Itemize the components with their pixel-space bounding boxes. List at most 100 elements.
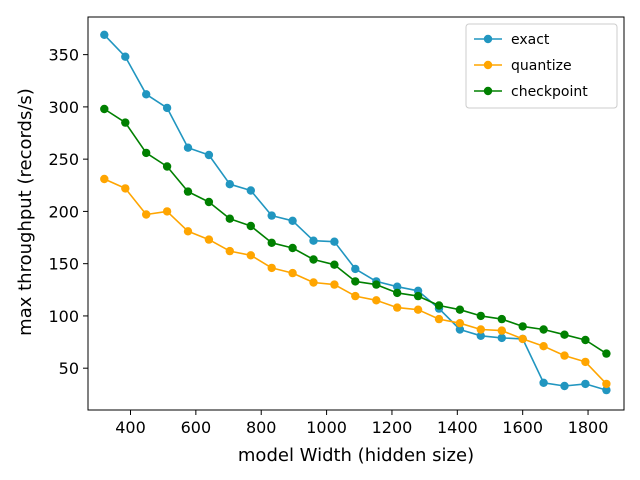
data-point-exact [581,379,590,389]
series-checkpoint [100,104,611,358]
data-point-exact [497,333,506,343]
data-point-checkpoint [309,255,318,264]
data-point-quantize [560,351,569,360]
plot-area [100,30,611,395]
legend-box [465,23,618,109]
data-point-quantize [476,325,485,334]
data-point-checkpoint [330,260,339,269]
data-point-exact [267,211,276,220]
legend-swatch-marker [483,86,493,96]
data-point-quantize [455,319,465,328]
x-tick-label: 800 [246,418,277,437]
data-point-exact [455,325,465,334]
data-point-exact [246,186,255,195]
data-point-quantize [434,314,444,324]
data-point-checkpoint [560,330,569,339]
data-point-checkpoint [267,238,276,247]
data-point-exact [121,52,130,61]
data-point-checkpoint [183,187,193,196]
y-tick-label: 300 [48,98,79,117]
x-tick-label: 1000 [306,418,347,437]
data-point-quantize [539,342,548,351]
data-point-quantize [372,296,381,305]
legend-item-exact: exact [474,32,550,48]
data-point-quantize [267,263,276,273]
legend-label: quantize [511,58,572,74]
data-point-checkpoint [602,349,611,358]
data-point-exact [142,90,151,99]
data-point-checkpoint [225,214,234,223]
y-tick-label: 100 [48,307,79,326]
data-point-exact [288,216,297,225]
data-point-quantize [602,379,611,389]
data-point-quantize [581,357,590,367]
data-point-checkpoint [434,301,444,310]
data-point-quantize [183,227,193,236]
data-point-checkpoint [413,291,423,301]
data-point-checkpoint [162,162,172,171]
data-point-quantize [246,251,255,260]
data-point-checkpoint [246,221,255,231]
y-tick-label: 50 [59,359,79,378]
x-tick-label: 600 [181,418,212,437]
legend: exact quantize checkpoint [465,23,618,109]
data-point-quantize [330,280,339,289]
legend-item-quantize: quantize [474,58,572,74]
y-tick-label: 250 [48,150,79,169]
data-point-checkpoint [581,335,590,345]
data-point-checkpoint [518,322,527,331]
legend-swatch-marker [483,34,493,44]
data-point-checkpoint [351,277,360,286]
x-tick-label: 400 [115,418,146,437]
data-point-checkpoint [142,148,151,158]
data-point-checkpoint [372,280,381,289]
data-point-quantize [497,326,506,335]
series-quantize [100,174,611,389]
data-point-checkpoint [100,104,109,114]
data-point-checkpoint [288,243,297,253]
x-tick-label: 1200 [372,418,413,437]
data-point-checkpoint [204,197,214,207]
data-point-exact [351,264,360,274]
legend-swatch-marker [483,60,493,70]
data-point-quantize [121,184,130,193]
data-point-exact [393,282,402,291]
data-point-exact [476,331,485,340]
data-point-exact [330,237,339,246]
data-point-quantize [288,268,297,278]
data-point-exact [309,236,318,245]
y-tick-label: 200 [48,202,79,221]
x-tick-label: 1600 [502,418,543,437]
data-point-quantize [393,303,402,312]
y-axis-title: max throughput (records/s) [15,88,36,336]
data-point-exact [560,381,569,391]
data-point-exact [204,150,214,160]
data-point-exact [162,103,172,113]
x-tick-label: 1800 [568,418,609,437]
data-point-exact [539,378,548,387]
data-point-checkpoint [476,311,485,321]
data-point-quantize [413,305,423,314]
data-point-exact [100,30,109,39]
data-point-checkpoint [455,305,465,314]
x-axis-title: model Width (hidden size) [238,445,474,466]
data-point-quantize [351,291,360,301]
data-point-quantize [162,207,172,216]
data-point-quantize [225,246,234,256]
data-point-checkpoint [393,288,402,298]
legend-item-checkpoint: checkpoint [474,84,588,100]
data-point-exact [225,180,234,189]
axes-frame [87,16,625,411]
y-tick-label: 350 [48,46,79,65]
data-point-quantize [518,334,527,344]
data-point-exact [183,143,193,152]
data-point-checkpoint [497,314,506,324]
y-tick-label: 150 [48,255,79,274]
data-point-exact [602,385,611,395]
axes: 400 600 800 1000 1200 1400 1600 1800 50 100 150 200… [48,16,625,437]
legend-label: checkpoint [511,84,588,100]
legend-label: exact [511,32,550,48]
data-point-quantize [100,174,109,184]
data-point-checkpoint [121,118,130,127]
